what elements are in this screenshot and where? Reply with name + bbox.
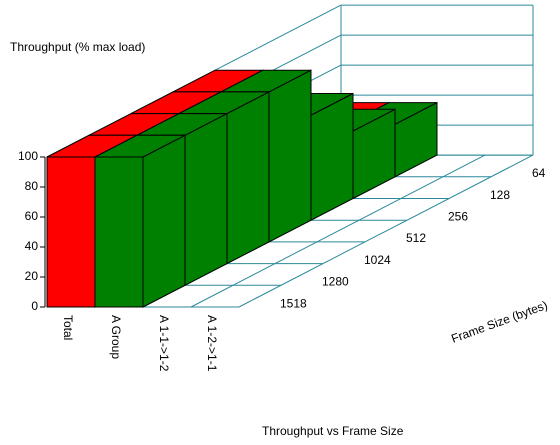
x-tick-label: A Group xyxy=(109,315,123,359)
y-tick-label: 40 xyxy=(25,239,39,253)
x-tick-label: A 1-1->1-2 xyxy=(157,315,171,372)
depth-tick-label: 256 xyxy=(448,210,468,224)
depth-tick-label: 1024 xyxy=(364,253,391,267)
bar-front xyxy=(94,156,144,308)
depth-axis-label: Frame Size (bytes) xyxy=(449,298,549,346)
x-tick-label: Total xyxy=(61,315,75,340)
y-axis-label: Throughput (% max load) xyxy=(10,40,145,54)
depth-tick-label: 1280 xyxy=(322,275,349,289)
y-tick-label: 60 xyxy=(25,209,39,223)
depth-tick-label: 1518 xyxy=(280,296,307,310)
y-tick-label: 100 xyxy=(18,149,38,163)
floor-line xyxy=(190,154,486,308)
bar-side xyxy=(268,69,312,243)
floor-line xyxy=(238,154,534,308)
y-tick-label: 20 xyxy=(25,269,39,283)
y-tick-label: 0 xyxy=(31,299,38,313)
depth-tick-label: 64 xyxy=(532,166,546,180)
bar-side xyxy=(226,91,270,265)
bar-side xyxy=(142,134,186,308)
x-tick-label: A 1-2->1-1 xyxy=(205,315,219,372)
depth-tick-label: 512 xyxy=(406,231,426,245)
bar-front xyxy=(46,156,96,308)
bar-side xyxy=(184,112,228,287)
chart-title: Throughput vs Frame Size xyxy=(262,424,404,438)
bar xyxy=(94,134,186,308)
depth-tick-label: 128 xyxy=(490,188,510,202)
y-tick-label: 80 xyxy=(25,179,39,193)
